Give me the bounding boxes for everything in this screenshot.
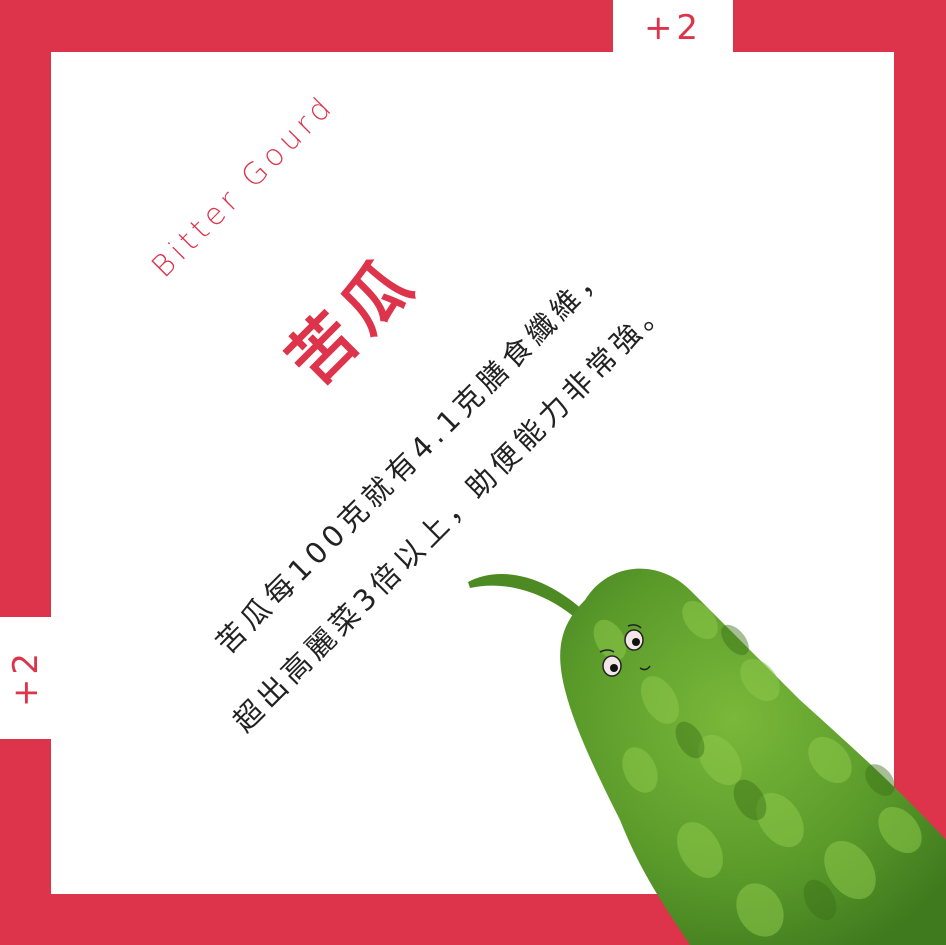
top-badge: +2 bbox=[613, 0, 733, 52]
gourd-stem bbox=[468, 573, 585, 620]
gourd-face bbox=[599, 624, 651, 677]
left-badge: +2 bbox=[0, 617, 52, 739]
top-badge-label: +2 bbox=[643, 8, 703, 48]
